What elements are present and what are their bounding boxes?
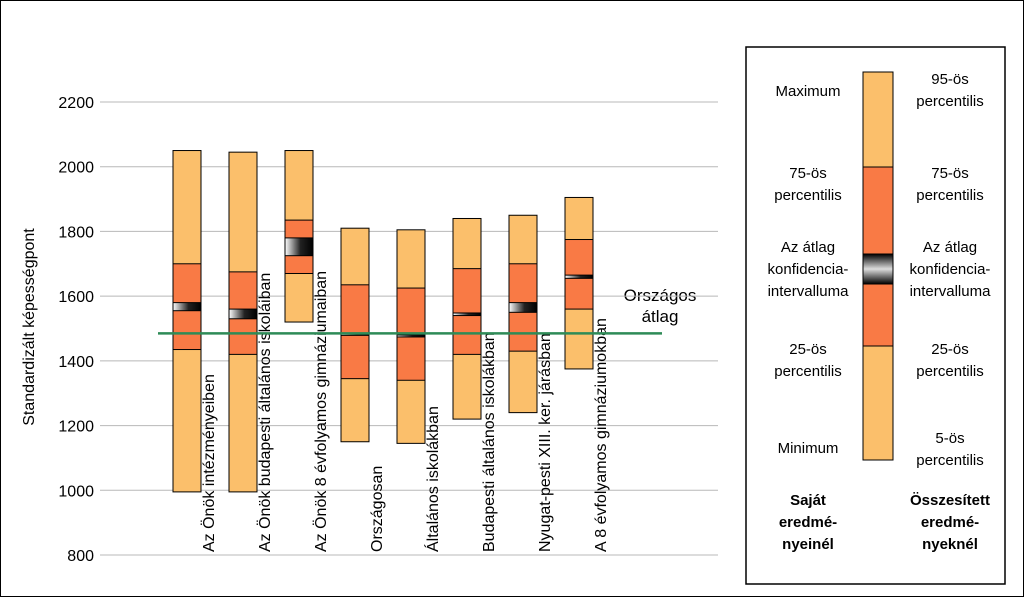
box-ci bbox=[284, 237, 314, 257]
box-ci bbox=[452, 312, 482, 317]
legend-left-p25: 25-ös percentilis bbox=[774, 341, 842, 380]
category-label: Budapesti általános iskolákban bbox=[481, 332, 498, 552]
box-ci bbox=[228, 308, 258, 320]
legend-left-maximum: Maximum bbox=[775, 83, 840, 100]
y-tick-label: 1200 bbox=[58, 419, 94, 436]
box-ci bbox=[564, 274, 594, 279]
box-inner bbox=[340, 284, 370, 380]
y-tick-label: 1600 bbox=[58, 289, 94, 306]
category-label: Az Önök intézményeiben bbox=[200, 374, 218, 552]
category-label: Az Önök budapesti általános iskoláiban bbox=[256, 273, 274, 552]
y-tick-label: 1400 bbox=[58, 354, 94, 371]
box-ci bbox=[396, 334, 426, 338]
plot-area: 800 1000 1200 1400 1600 1800 2000 2200 Az Önök i… bbox=[58, 95, 718, 565]
y-tick-label: 1800 bbox=[58, 224, 94, 241]
legend-bar-top bbox=[862, 71, 894, 168]
y-tick-label: 2200 bbox=[58, 95, 94, 112]
category-label: Általános iskolákban bbox=[423, 406, 442, 552]
reference-label-line1: Országos bbox=[624, 286, 697, 305]
box-inner bbox=[564, 239, 594, 310]
category-label: Országosan bbox=[369, 466, 386, 552]
category-label: Nyugat-pesti XIII. ker. járásban bbox=[537, 333, 554, 552]
reference-label-line2: átlag bbox=[642, 307, 679, 326]
legend-bar-bottom bbox=[862, 345, 894, 461]
box-inner bbox=[452, 268, 482, 355]
legend-left-ci: Az átlag konfidencia-intervalluma bbox=[768, 239, 850, 300]
legend-right-title: Összesített eredmé-nyeknél bbox=[910, 492, 990, 553]
legend-right-p75: 75-ös percentilis bbox=[916, 165, 984, 204]
legend-bar-upper-inner bbox=[862, 166, 894, 255]
legend-bar-ci bbox=[862, 253, 894, 285]
legend-left-title: Saját eredmé-nyeinél bbox=[779, 492, 837, 553]
box-ci bbox=[508, 302, 538, 313]
legend-right-p95: 95-ös percentilis bbox=[916, 71, 984, 110]
legend-right-p25: 25-ös percentilis bbox=[916, 341, 984, 380]
category-label: Az Önök 8 évfolyamos gimnáziumaiban bbox=[312, 271, 330, 552]
legend-left-p75: 75-ös percentilis bbox=[774, 165, 842, 204]
box-ci bbox=[172, 302, 202, 312]
y-axis-label: Standardizált képességpont bbox=[21, 228, 38, 426]
legend-right-ci: Az átlag konfidencia-intervalluma bbox=[910, 239, 992, 300]
y-tick-label: 2000 bbox=[58, 160, 94, 177]
legend-bar-lower-inner bbox=[862, 283, 894, 347]
category-label: A 8 évfolyamos gimnáziumokban bbox=[593, 318, 610, 552]
y-tick-label: 800 bbox=[67, 548, 94, 565]
legend-left-minimum: Minimum bbox=[778, 440, 839, 457]
y-tick-label: 1000 bbox=[58, 483, 94, 500]
legend-right-p5: 5-ös percentilis bbox=[916, 430, 984, 469]
